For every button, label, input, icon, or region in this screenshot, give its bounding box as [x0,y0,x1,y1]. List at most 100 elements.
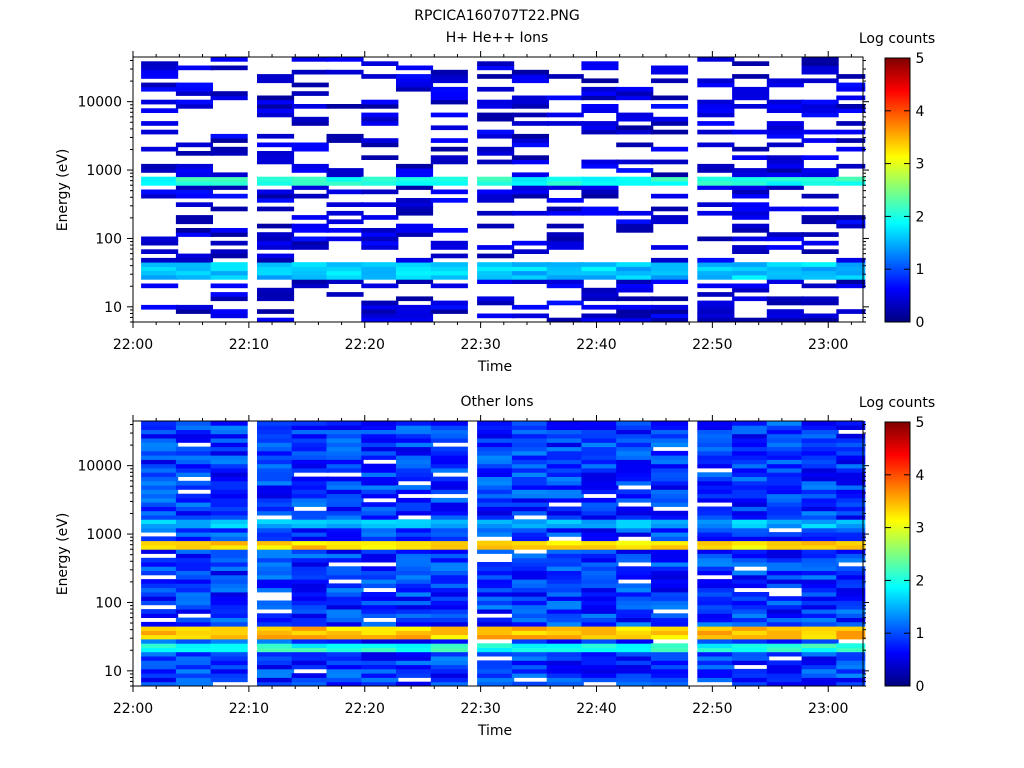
heatmap-cell [430,545,468,550]
heatmap-cell [210,185,248,190]
heatmap-cell [210,557,248,563]
heatmap-cell [651,65,689,71]
heatmap-cell [210,621,248,627]
heatmap-cell [766,617,804,623]
heatmap-cell [141,463,179,469]
heatmap-cell [396,630,434,636]
heatmap-cell [651,270,689,276]
heatmap-cell [210,532,248,537]
heatmap-cell [141,515,179,520]
heatmap-cell [836,523,866,529]
heatmap-cell [430,515,468,520]
heatmap-cell [477,65,515,71]
heatmap-cell [430,574,468,580]
heatmap-cell [291,523,329,529]
heatmap-cell [732,104,770,109]
heatmap-cell [430,651,468,657]
heatmap-cell [141,545,179,550]
heatmap-cell [291,116,329,122]
heatmap-cell [141,429,179,435]
heatmap-cell [430,138,468,143]
heatmap-cell [477,647,515,653]
heatmap-cell [732,493,770,499]
heatmap-cell [257,223,295,229]
heatmap-cell [326,485,364,490]
heatmap-cell [511,634,549,640]
heatmap-cell [546,566,584,571]
heatmap-cell [766,630,804,636]
heatmap-cell [257,232,295,237]
heatmap-cell [396,621,434,627]
heatmap-cell [141,446,179,452]
heatmap-cell [257,133,295,139]
heatmap-cell [361,668,399,674]
heatmap-cell [141,459,179,465]
heatmap-cell [326,189,364,195]
heatmap-cell [477,446,515,452]
heatmap-cell [141,677,179,683]
heatmap-cell [836,163,866,169]
heatmap-cell [511,587,549,593]
heatmap-cell [616,91,654,96]
heatmap-cell [361,442,399,448]
heatmap-cell [836,438,866,443]
heatmap-cell [175,421,213,426]
heatmap-cell [651,651,689,657]
heatmap-cell [511,651,549,657]
x-tick-label: 22:20 [345,337,385,353]
heatmap-cell [361,673,399,678]
heatmap-cell [291,545,329,550]
x-tick-label: 22:30 [460,337,500,353]
heatmap-cell [291,442,329,448]
heatmap-cell [477,116,515,122]
heatmap-cell [546,266,584,272]
heatmap-cell [697,545,735,550]
heatmap-cell [836,129,866,135]
heatmap-cell [616,634,654,640]
heatmap-cell [697,596,735,601]
heatmap-cell [326,450,364,456]
heatmap-cell [697,480,735,486]
heatmap-cell [396,497,434,503]
heatmap-cell [175,634,213,640]
heatmap-cell [141,583,179,589]
heatmap-cell [546,668,584,674]
heatmap-cell [697,587,735,593]
heatmap-cell [361,300,399,306]
heatmap-cell [257,613,295,618]
heatmap-cell [175,253,213,259]
heatmap-cell [396,468,434,473]
heatmap-cell [210,489,248,495]
heatmap-cell [581,463,619,469]
heatmap-cell [801,69,839,75]
heatmap-cell [836,459,866,465]
heatmap-cell [361,275,399,280]
heatmap-cell [836,472,866,477]
heatmap-cell [732,681,770,687]
heatmap-cell [511,155,549,160]
heatmap-cell [651,553,689,559]
heatmap-cell [801,425,839,430]
heatmap-cell [697,421,735,426]
heatmap-cell [546,232,584,237]
heatmap-cell [697,634,735,640]
heatmap-cell [175,609,213,614]
heatmap-cell [175,621,213,627]
heatmap-cell [581,643,619,648]
heatmap-cell [766,626,804,631]
heatmap-cell [651,275,689,280]
heatmap-cell [175,553,213,559]
heatmap-cell [697,168,735,173]
heatmap-cell [361,651,399,657]
heatmap-cell [175,515,213,520]
heatmap-cell [651,476,689,482]
heatmap-cell [291,536,329,542]
heatmap-cell [477,99,515,105]
heatmap-cell [291,553,329,559]
heatmap-cell [175,463,213,469]
heatmap-cell [651,515,689,520]
heatmap-cell [477,596,515,601]
heatmap-cell [396,510,434,516]
heatmap-cell [361,304,399,310]
heatmap-cell [836,446,866,452]
